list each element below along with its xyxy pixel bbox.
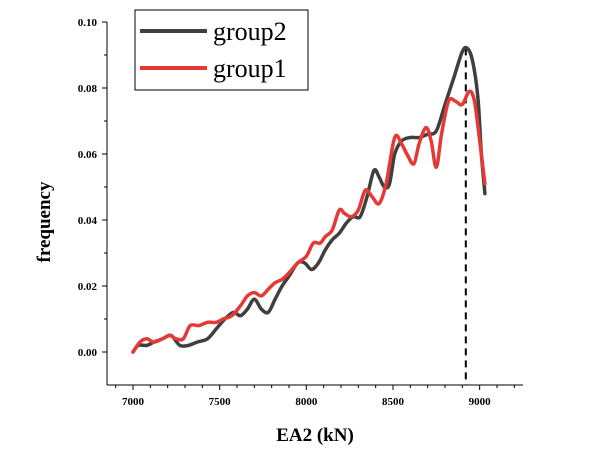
legend-box — [134, 9, 309, 91]
series-layer — [131, 45, 487, 385]
x-tick-label: 8000 — [295, 396, 318, 408]
x-tick-label: 8500 — [382, 396, 405, 408]
y-tick-label: 0.02 — [78, 281, 98, 293]
legend-label-group1: group1 — [213, 54, 287, 83]
y-tick-label: 0.04 — [78, 215, 98, 227]
legend: group2 group1 — [134, 9, 309, 91]
legend-label-group2: group2 — [213, 17, 287, 46]
x-axis-title: EA2 (kN) — [276, 425, 354, 446]
y-tick-label: 0.10 — [78, 17, 98, 29]
x-tick-label: 9000 — [469, 396, 492, 408]
y-tick-label: 0.00 — [78, 347, 98, 359]
axes-layer: 0.00 0.02 0.04 0.06 0.08 0.10 7000 7500 8000 8500… — [78, 17, 523, 408]
y-axis-title: frequency — [34, 181, 55, 262]
x-tick-label: 7500 — [209, 396, 232, 408]
series-line-group1 — [131, 89, 487, 354]
series-line-group2 — [131, 45, 487, 354]
x-tick-label: 7000 — [122, 396, 145, 408]
y-tick-label: 0.06 — [78, 149, 98, 161]
y-tick-label: 0.08 — [78, 83, 98, 95]
